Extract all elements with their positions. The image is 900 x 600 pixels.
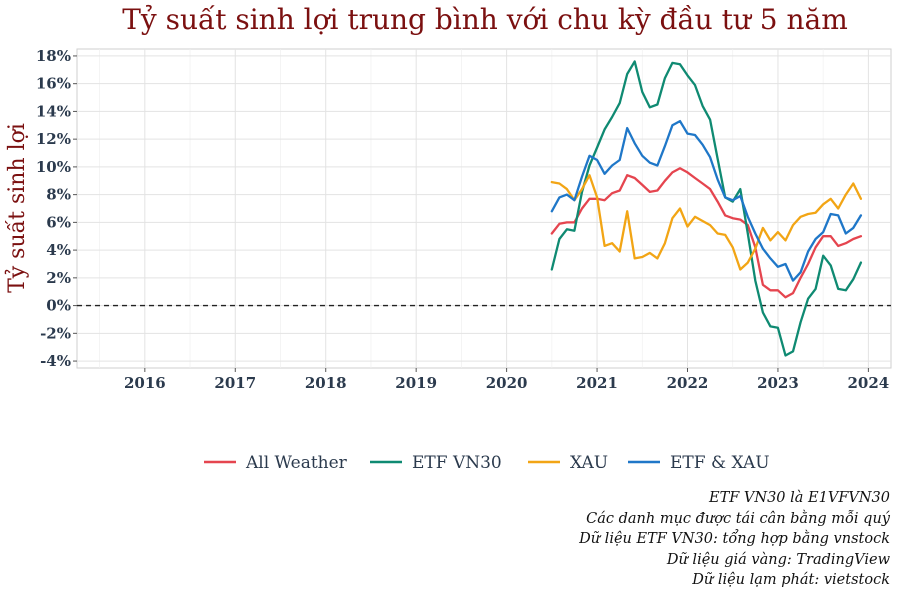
y-tick-label: -4% (40, 352, 71, 370)
caption-line: ETF VN30 là E1VFVN30 (709, 490, 890, 506)
legend-label: All Weather (245, 453, 348, 473)
caption-line: Dữ liệu giá vàng: TradingView (666, 551, 890, 568)
x-tick-label: 2018 (305, 374, 347, 392)
y-tick-label: 8% (46, 186, 71, 204)
series-line (550, 60, 863, 357)
legend: All Weather ETF VN30 XAU ETF & XAU (204, 453, 770, 473)
y-tick-label: 6% (46, 213, 71, 231)
y-tick-label: 2% (46, 269, 71, 287)
chart-title: Tỷ suất sinh lợi trung bình với chu kỳ đ… (122, 3, 848, 36)
caption-line: Dữ liệu lạm phát: vietstock (692, 572, 890, 588)
x-tick-label: 2020 (486, 374, 528, 392)
x-tick-label: 2019 (395, 374, 437, 392)
x-tick-label: 2024 (848, 374, 890, 392)
caption-line: Dữ liệu ETF VN30: tổng hợp bằng vnstock (579, 531, 890, 547)
series-line (550, 167, 863, 299)
series-line (550, 174, 863, 271)
plot-area (76, 48, 892, 369)
x-tick-label: 2023 (757, 374, 799, 392)
series-line (550, 119, 863, 282)
x-tick-label: 2017 (214, 374, 256, 392)
y-tick-label: 10% (36, 158, 71, 176)
y-tick-label: 14% (36, 102, 71, 120)
y-tick-label: -2% (40, 324, 71, 342)
legend-label: XAU (570, 453, 608, 473)
axes: -4% -2% 0% 2% 4% 6% 8% 10% 12% 14% 16% 18% 2016 2017 2… (36, 47, 891, 392)
x-tick-label: 2022 (667, 374, 709, 392)
source-notes: ETF VN30 là E1VFVN30 Các danh mục được t… (579, 488, 890, 591)
x-tick-label: 2021 (576, 374, 618, 392)
series-lines (550, 60, 863, 357)
legend-label: ETF & XAU (670, 453, 770, 473)
y-tick-label: 4% (46, 241, 71, 259)
caption-line: Các danh mục được tái cân bằng mỗi quý (586, 510, 890, 527)
legend-label: ETF VN30 (412, 453, 502, 473)
y-tick-label: 16% (36, 75, 71, 93)
y-axis-label: Tỷ suất sinh lợi (4, 123, 30, 293)
y-tick-label: 12% (36, 130, 71, 148)
y-tick-label: 0% (46, 297, 71, 315)
x-tick-label: 2016 (124, 374, 166, 392)
y-tick-label: 18% (36, 47, 71, 65)
